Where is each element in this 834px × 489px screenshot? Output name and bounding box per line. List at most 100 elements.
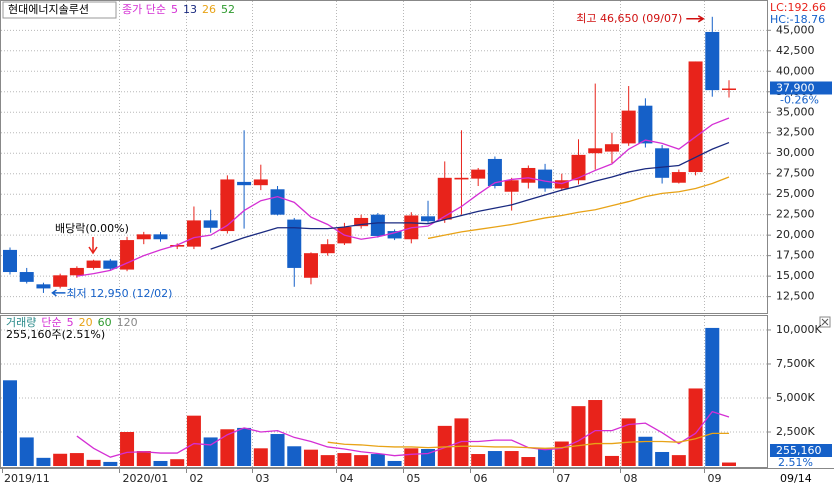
ex-dividend-arrow <box>88 237 98 255</box>
legend-item: 20 <box>79 316 93 329</box>
candle-body <box>638 105 653 144</box>
candle-body <box>705 31 720 91</box>
volume-bar <box>237 427 252 466</box>
x-tick-label: 05 <box>407 472 421 485</box>
y-tick-label: 10,000K <box>776 323 822 336</box>
x-tick-label: 03 <box>256 472 270 485</box>
low-arrow <box>51 289 66 297</box>
candle-body <box>186 220 201 247</box>
hc-label: HC:-18.76 <box>770 13 825 26</box>
volume-bar <box>253 448 268 466</box>
x-tick-label: 08 <box>624 472 638 485</box>
legend-item: 단순 <box>41 316 61 329</box>
volume-bar <box>688 388 703 466</box>
y-tick-label: 7,500K <box>776 357 815 370</box>
candle-body <box>36 284 51 289</box>
volume-bar <box>337 453 352 466</box>
volume-bar <box>186 415 201 466</box>
volume-bar <box>671 455 686 466</box>
y-tick-label: 12,500 <box>776 290 815 303</box>
candle-body <box>237 181 252 186</box>
volume-bar <box>538 448 553 466</box>
volume-bar <box>471 454 486 466</box>
candle-body <box>19 272 34 282</box>
candle-body <box>688 61 703 173</box>
legend-item: 5 <box>171 3 178 16</box>
volume-bar <box>655 451 670 466</box>
volume-bar <box>36 457 51 466</box>
candle-body <box>354 217 369 227</box>
volume-bar <box>320 455 335 466</box>
volume-bar <box>69 453 84 466</box>
legend-item: 거래량 <box>6 316 36 329</box>
volume-bar <box>571 406 586 466</box>
volume-bar <box>487 451 502 466</box>
volume-bar <box>136 451 151 466</box>
volume-bar <box>437 425 452 466</box>
legend-item: 13 <box>183 3 197 16</box>
legend-item: 5 <box>67 316 74 329</box>
candle-body <box>521 167 536 183</box>
volume-bar <box>153 460 168 466</box>
candle-body <box>655 148 670 178</box>
high-arrow <box>686 15 705 23</box>
volume-bar <box>504 451 519 466</box>
candle-body <box>471 169 486 179</box>
last-date: 09/14 <box>780 472 812 485</box>
x-tick-label: 06 <box>474 472 488 485</box>
legend-item: 120 <box>117 316 138 329</box>
high-annotation: 최고 46,650 (09/07) <box>576 12 682 25</box>
x-tick-label: 04 <box>340 472 354 485</box>
candle-body <box>253 179 268 186</box>
candle-body <box>671 172 686 183</box>
y-tick-label: 15,000 <box>776 269 815 282</box>
last-volume-box <box>770 444 832 457</box>
volume-bar <box>86 459 101 466</box>
y-tick-label: 35,000 <box>776 105 815 118</box>
last-volume-label: 255,160 <box>776 444 822 457</box>
candle-body <box>203 220 218 228</box>
x-tick-label: 2020/01 <box>123 472 169 485</box>
volume-bar <box>19 437 34 466</box>
candle-body <box>170 244 185 247</box>
ma-line <box>210 141 730 250</box>
candle-body <box>153 234 168 240</box>
y-tick-label: 40,000 <box>776 64 815 77</box>
candle-body <box>287 219 302 268</box>
y-tick-label: 20,000 <box>776 228 815 241</box>
close-icon <box>821 318 829 326</box>
y-tick-label: 17,500 <box>776 249 815 262</box>
y-tick-label: 2,500K <box>776 425 815 438</box>
candle-body <box>504 180 519 192</box>
volume-bar <box>554 441 569 466</box>
volume-info: 255,160주(2.51%) <box>6 328 105 341</box>
candle-body <box>303 253 318 278</box>
candle-body <box>320 244 335 254</box>
candle-body <box>3 249 17 273</box>
volume-bar <box>3 380 17 466</box>
ma-line <box>327 432 729 449</box>
y-tick-label: 30,000 <box>776 146 815 159</box>
volume-bar <box>303 449 318 466</box>
volume-bar <box>604 455 619 466</box>
candle-body <box>69 267 84 276</box>
price-pane-frame <box>0 0 768 314</box>
candle-body <box>437 177 452 220</box>
volume-bar <box>170 459 185 466</box>
volume-bar <box>270 434 285 466</box>
volume-bar <box>588 400 603 466</box>
candle-body <box>621 110 636 144</box>
volume-bar <box>103 461 118 466</box>
candle-body <box>487 158 502 186</box>
candle-body <box>53 275 68 287</box>
candle-body <box>454 177 469 180</box>
volume-bar <box>53 453 68 466</box>
volume-bar <box>387 460 402 466</box>
candle-body <box>86 260 101 268</box>
y-tick-label: 27,500 <box>776 167 815 180</box>
x-tick-label: 02 <box>190 472 204 485</box>
y-tick-label: 25,000 <box>776 187 815 200</box>
x-tick-label: 09 <box>708 472 722 485</box>
candle-body <box>554 180 569 189</box>
ma-line <box>76 410 730 458</box>
